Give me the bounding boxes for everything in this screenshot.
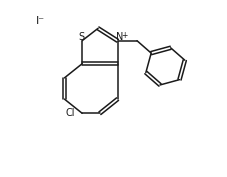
Text: +: + <box>121 31 127 39</box>
Text: N: N <box>115 32 122 42</box>
Text: I⁻: I⁻ <box>36 16 45 26</box>
Text: Cl: Cl <box>65 108 74 118</box>
Text: S: S <box>78 32 84 42</box>
